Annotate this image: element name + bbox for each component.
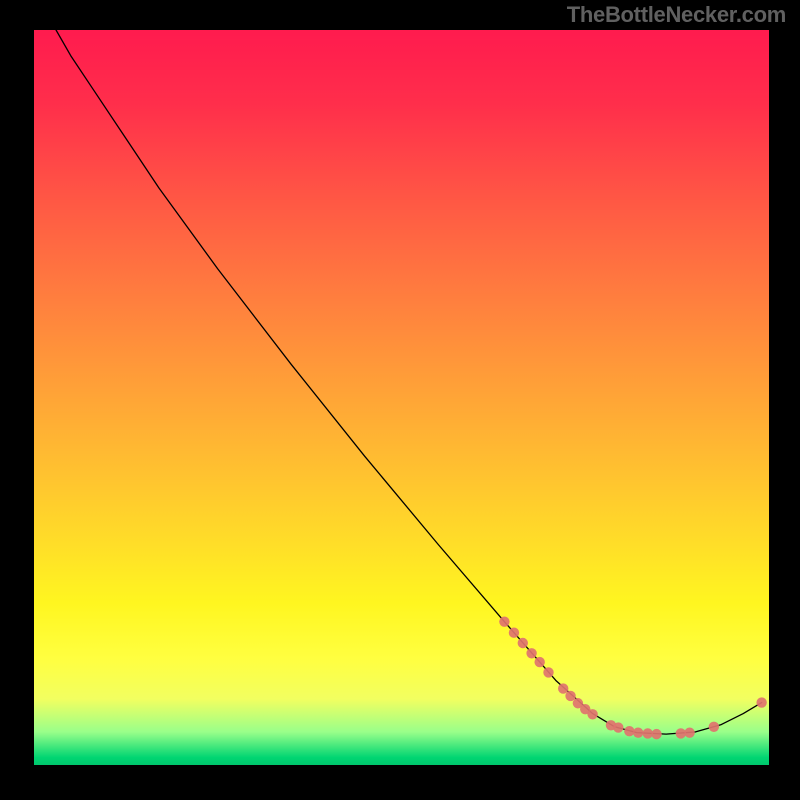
chart-svg [34,30,769,765]
data-marker [633,727,643,737]
data-marker [709,722,719,732]
plot-area [34,30,769,765]
data-marker [499,616,509,626]
data-marker [518,638,528,648]
data-marker [543,667,553,677]
data-marker [509,628,519,638]
data-marker [613,722,623,732]
data-marker [651,729,661,739]
watermark-text: TheBottleNecker.com [567,2,786,28]
data-marker [526,648,536,658]
data-marker [558,683,568,693]
data-marker [643,728,653,738]
data-marker [756,697,766,707]
gradient-background [34,30,769,765]
data-marker [624,726,634,736]
data-marker [684,727,694,737]
data-marker [587,709,597,719]
data-marker [565,691,575,701]
data-marker [676,728,686,738]
chart-container: TheBottleNecker.com [0,0,800,800]
data-marker [534,657,544,667]
